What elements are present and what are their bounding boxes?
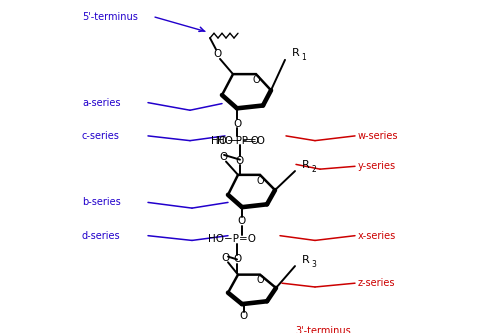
Text: O: O [256, 175, 264, 185]
Text: O: O [238, 216, 246, 226]
Text: R: R [292, 48, 300, 58]
Text: O: O [252, 75, 260, 85]
Text: R: R [302, 255, 310, 265]
Text: c-series: c-series [82, 131, 120, 141]
Text: 3: 3 [311, 260, 316, 269]
Text: HO−P=O: HO−P=O [208, 234, 256, 244]
Text: y-series: y-series [358, 161, 396, 171]
Text: O: O [222, 252, 230, 262]
Text: a-series: a-series [82, 98, 120, 108]
Text: O: O [236, 156, 244, 166]
Text: x-series: x-series [358, 231, 396, 241]
Text: 1: 1 [301, 53, 306, 62]
Text: O: O [214, 49, 222, 59]
Polygon shape [222, 74, 271, 108]
Text: 3'-terminus: 3'-terminus [295, 326, 351, 333]
Polygon shape [228, 275, 276, 304]
Text: O: O [233, 119, 241, 129]
Text: O: O [220, 152, 228, 162]
Text: 2: 2 [311, 165, 316, 173]
Text: O: O [233, 254, 241, 264]
Text: HO−P=O: HO−P=O [217, 136, 265, 146]
Text: O: O [256, 275, 264, 285]
Text: 5'-terminus: 5'-terminus [82, 12, 138, 22]
Text: O: O [240, 311, 248, 321]
Text: b-series: b-series [82, 197, 121, 207]
Text: w-series: w-series [358, 131, 399, 141]
Text: HO−P=O: HO−P=O [211, 136, 259, 146]
Text: R: R [302, 161, 310, 170]
Text: d-series: d-series [82, 231, 120, 241]
Text: z-series: z-series [358, 278, 396, 288]
Polygon shape [228, 175, 275, 207]
